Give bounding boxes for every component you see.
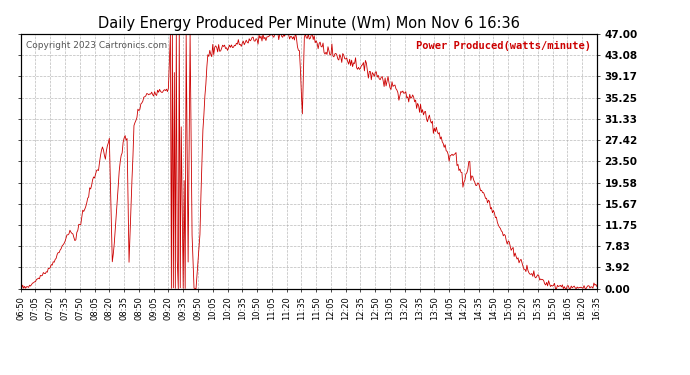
Title: Daily Energy Produced Per Minute (Wm) Mon Nov 6 16:36: Daily Energy Produced Per Minute (Wm) Mo… [98, 16, 520, 31]
Text: Copyright 2023 Cartronics.com: Copyright 2023 Cartronics.com [26, 41, 168, 50]
Text: Power Produced(watts/minute): Power Produced(watts/minute) [416, 41, 591, 51]
